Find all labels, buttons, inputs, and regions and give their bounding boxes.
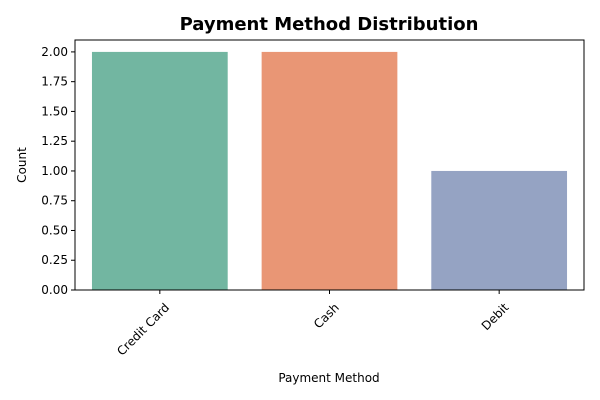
y-tick-label: 0.00: [41, 283, 68, 297]
y-tick-label: 1.00: [41, 164, 68, 178]
bar: [431, 170, 568, 290]
chart-title: Payment Method Distribution: [180, 14, 479, 35]
x-axis-label: Payment Method: [278, 371, 379, 385]
y-tick-label: 1.50: [41, 104, 68, 118]
y-tick-label: 1.25: [41, 134, 68, 148]
y-tick-label: 0.25: [41, 253, 68, 267]
y-tick-label: 0.50: [41, 223, 68, 237]
y-axis-label: Count: [15, 147, 29, 183]
y-tick-label: 0.75: [41, 194, 68, 208]
plot-frame: [74, 39, 585, 291]
y-tick-label: 1.75: [41, 75, 68, 89]
bar: [91, 51, 228, 291]
bar: [261, 51, 398, 291]
y-tick-label: 2.00: [41, 45, 68, 59]
